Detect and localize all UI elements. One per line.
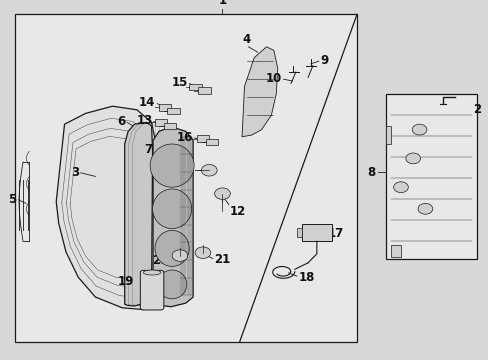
Text: 18: 18: [298, 271, 314, 284]
Bar: [198, 87, 210, 94]
Bar: [15, 14, 356, 342]
Text: 2: 2: [472, 103, 480, 116]
Bar: [167, 108, 180, 114]
Circle shape: [411, 124, 426, 135]
Text: 8: 8: [366, 166, 375, 179]
Circle shape: [195, 247, 210, 258]
Text: 9: 9: [320, 54, 328, 67]
Text: 17: 17: [327, 227, 344, 240]
Bar: [163, 123, 176, 129]
Circle shape: [393, 182, 407, 193]
Text: 19: 19: [118, 275, 134, 288]
Text: 16: 16: [176, 131, 192, 144]
Bar: [189, 84, 202, 90]
Text: 5: 5: [8, 193, 17, 206]
Ellipse shape: [157, 270, 186, 299]
FancyBboxPatch shape: [140, 270, 163, 310]
Polygon shape: [124, 122, 152, 306]
Text: 12: 12: [229, 205, 245, 218]
Ellipse shape: [150, 144, 194, 187]
Text: 1: 1: [218, 0, 226, 7]
Text: 13: 13: [136, 114, 152, 127]
Text: 15: 15: [171, 76, 187, 89]
Text: 20: 20: [152, 255, 168, 267]
Polygon shape: [390, 245, 400, 257]
Ellipse shape: [155, 230, 189, 266]
Bar: [155, 119, 167, 126]
Bar: [196, 135, 209, 142]
Ellipse shape: [143, 270, 161, 275]
Ellipse shape: [152, 189, 191, 229]
Text: 11: 11: [177, 164, 193, 177]
Text: 10: 10: [265, 72, 282, 85]
Circle shape: [201, 165, 217, 176]
Text: 7: 7: [144, 143, 152, 156]
Bar: [386, 94, 476, 259]
Text: 3: 3: [71, 166, 80, 179]
Polygon shape: [153, 127, 193, 307]
Text: 6: 6: [117, 115, 125, 128]
Text: 14: 14: [139, 96, 155, 109]
Polygon shape: [386, 126, 390, 144]
Circle shape: [405, 153, 420, 164]
Bar: [158, 104, 171, 111]
Polygon shape: [242, 47, 277, 137]
Circle shape: [214, 188, 230, 199]
Text: 4: 4: [243, 33, 250, 46]
Circle shape: [172, 250, 187, 261]
Bar: [205, 139, 218, 145]
Bar: [297, 228, 302, 237]
Bar: [302, 224, 331, 241]
Text: 21: 21: [213, 253, 229, 266]
Circle shape: [417, 203, 432, 214]
Polygon shape: [56, 106, 157, 310]
